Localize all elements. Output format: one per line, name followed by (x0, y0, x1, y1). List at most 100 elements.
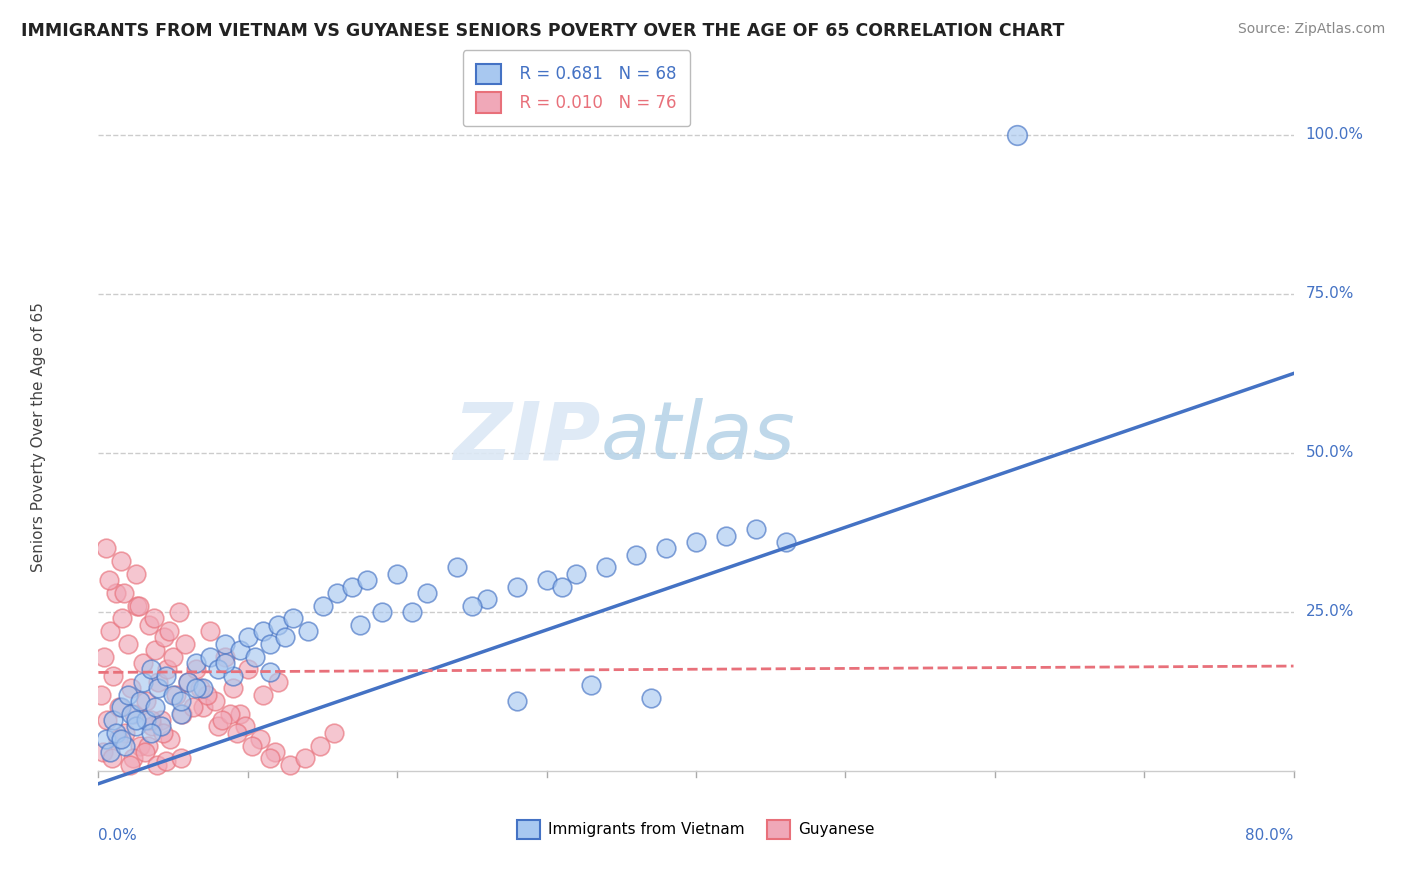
Point (142, 611, 165, 625)
Point (165, 688, 187, 702)
Point (297, 624, 319, 638)
Point (143, 700, 166, 714)
Point (219, 706, 242, 721)
Text: 0.0%: 0.0% (98, 829, 138, 843)
Point (252, 624, 274, 638)
Point (626, 548, 648, 562)
Point (536, 573, 558, 587)
Point (745, 522, 768, 536)
Text: IMMIGRANTS FROM VIETNAM VS GUYANESE SENIORS POVERTY OVER THE AGE OF 65 CORRELATI: IMMIGRANTS FROM VIETNAM VS GUYANESE SENI… (21, 22, 1064, 40)
Point (204, 694, 226, 708)
Text: 80.0%: 80.0% (1246, 829, 1294, 843)
Point (207, 662, 229, 676)
Point (401, 605, 423, 619)
Point (278, 757, 301, 772)
Point (191, 700, 214, 714)
Point (236, 631, 259, 645)
Text: 50.0%: 50.0% (1306, 445, 1354, 460)
Point (233, 719, 256, 733)
Point (94, 541, 117, 556)
Point (267, 675, 290, 690)
Point (259, 665, 281, 680)
Point (211, 713, 233, 727)
Point (124, 706, 146, 721)
Point (294, 751, 316, 765)
Point (155, 755, 177, 769)
Point (308, 739, 330, 753)
Point (371, 605, 394, 619)
Point (120, 706, 142, 721)
Point (159, 732, 181, 747)
Legend: Immigrants from Vietnam, Guyanese: Immigrants from Vietnam, Guyanese (510, 813, 882, 847)
Point (155, 668, 177, 682)
Point (595, 560, 617, 574)
Point (342, 580, 364, 594)
Point (259, 637, 281, 651)
Point (172, 706, 194, 721)
Point (136, 739, 159, 753)
Point (91, 745, 114, 759)
Point (157, 624, 180, 638)
Point (207, 719, 229, 733)
Point (222, 681, 245, 696)
Point (103, 713, 125, 727)
Point (139, 662, 162, 676)
Point (200, 649, 222, 664)
Point (506, 694, 529, 708)
Point (169, 706, 191, 721)
Point (117, 688, 139, 702)
Point (311, 599, 333, 613)
Point (640, 690, 662, 705)
Point (134, 745, 156, 759)
Point (127, 599, 149, 613)
Point (229, 643, 252, 657)
Point (259, 751, 281, 765)
Point (94, 732, 117, 747)
Point (125, 566, 148, 581)
Point (150, 713, 173, 727)
Point (188, 681, 211, 696)
Point (184, 681, 207, 696)
Point (174, 637, 197, 651)
Point (169, 694, 191, 708)
Point (129, 694, 152, 708)
Text: Seniors Poverty Over the Age of 65: Seniors Poverty Over the Age of 65 (31, 302, 46, 572)
Point (263, 745, 285, 759)
Point (191, 681, 214, 696)
Point (655, 541, 678, 556)
Point (135, 694, 157, 708)
Point (169, 751, 191, 765)
Point (114, 726, 136, 740)
Point (105, 586, 128, 600)
Point (93, 649, 115, 664)
Point (177, 675, 200, 690)
Point (475, 592, 498, 607)
Point (416, 586, 439, 600)
Point (97, 573, 120, 587)
Point (118, 757, 141, 772)
Point (107, 732, 129, 747)
Point (184, 662, 207, 676)
Point (245, 649, 267, 664)
Point (222, 668, 245, 682)
Point (226, 726, 249, 740)
Point (139, 726, 162, 740)
Point (323, 726, 346, 740)
Point (214, 649, 236, 664)
Point (112, 586, 135, 600)
Point (240, 739, 263, 753)
Point (110, 700, 132, 714)
Point (184, 656, 207, 670)
Point (98, 745, 122, 759)
Point (267, 617, 290, 632)
Point (156, 662, 179, 676)
Point (98, 624, 122, 638)
Point (181, 700, 204, 714)
Point (125, 713, 148, 727)
Point (214, 637, 236, 651)
Point (229, 706, 252, 721)
Point (128, 599, 150, 613)
Point (356, 573, 378, 587)
Point (281, 611, 304, 625)
Point (148, 681, 170, 696)
